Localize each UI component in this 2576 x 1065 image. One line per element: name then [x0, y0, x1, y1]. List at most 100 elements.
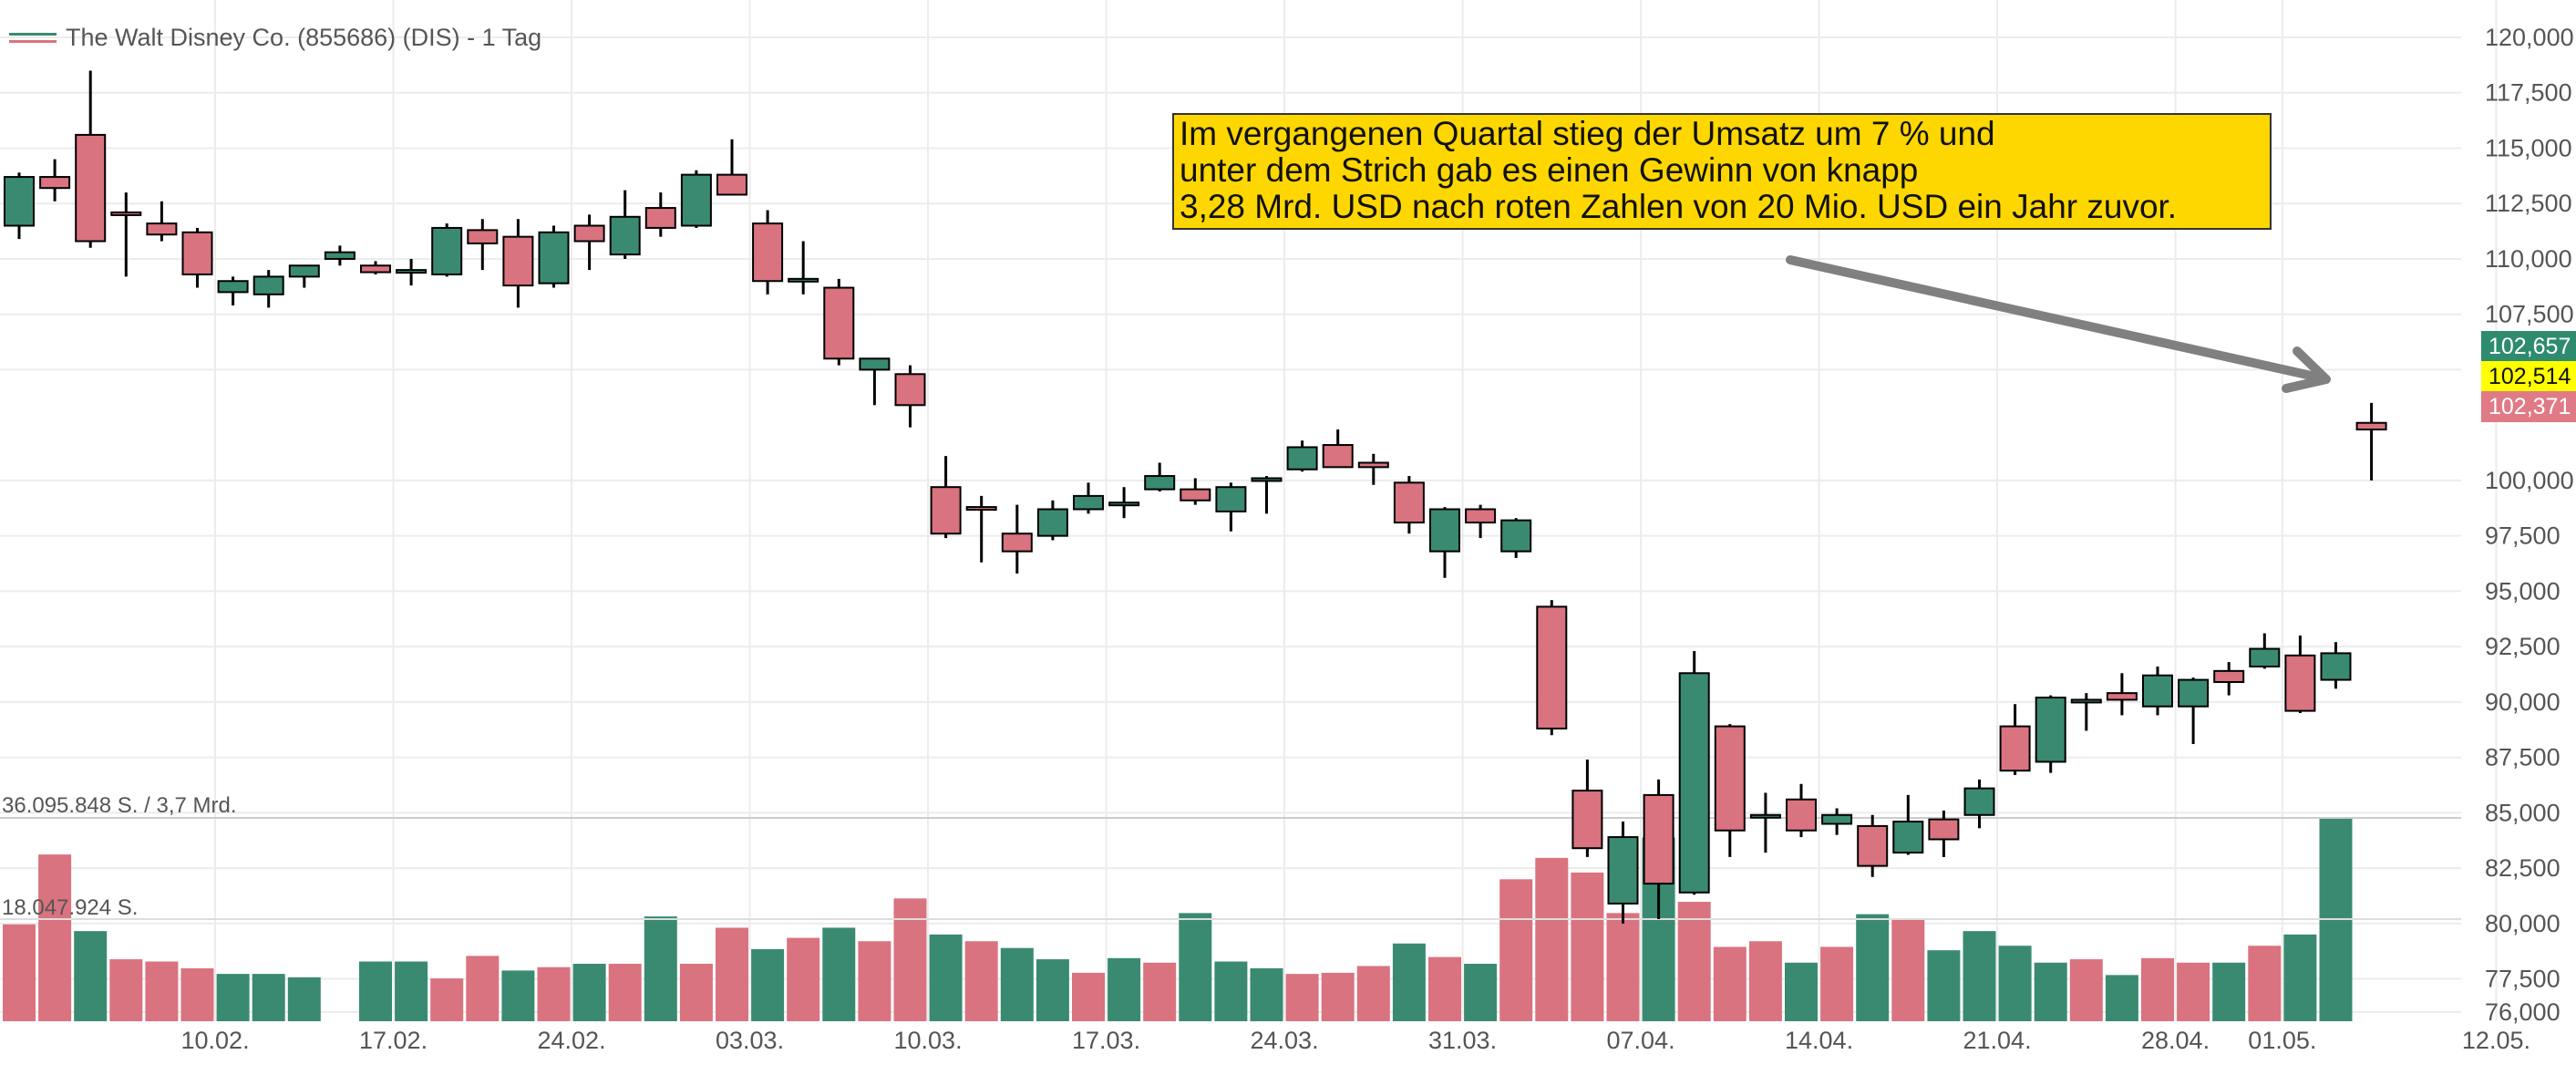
volume-bar [1321, 972, 1355, 1021]
candle-up [1286, 440, 1318, 472]
candle-down [467, 219, 499, 271]
candle-down [2284, 635, 2316, 714]
candle-body [1571, 790, 1603, 850]
volume-bar [1392, 943, 1426, 1021]
candle-body [1286, 446, 1318, 470]
candle-body [1465, 508, 1497, 524]
candle-body [1714, 725, 1746, 832]
price-tag-low: 102,371 [2481, 391, 2576, 422]
candle-down [1999, 704, 2031, 776]
y-tick-label: 110,000 [2485, 245, 2572, 273]
candle-down [2355, 402, 2387, 481]
volume-bar [1998, 946, 2032, 1021]
candle-up [2249, 633, 2281, 669]
candle-body [965, 506, 997, 512]
volume-bar [1214, 961, 1248, 1021]
candle-body [930, 486, 962, 535]
candle-down [1322, 429, 1354, 469]
volume-bar [2105, 975, 2138, 1021]
candle-down [1571, 760, 1603, 857]
chart-legend[interactable]: The Walt Disney Co. (855686) (DIS) - 1 T… [9, 24, 541, 52]
candle-body [788, 277, 819, 283]
candle-body [396, 269, 428, 274]
volume-bar [252, 974, 285, 1021]
y-tick-label: 97,500 [2485, 522, 2561, 550]
candle-body [1928, 818, 1960, 841]
candle-up [1429, 507, 1460, 578]
volume-bar [929, 934, 963, 1021]
candle-body [1821, 813, 1853, 825]
x-tick-label: 03.03. [716, 1027, 784, 1054]
volume-bar [893, 898, 927, 1021]
y-tick-label: 92,500 [2485, 633, 2561, 660]
candle-body [4, 176, 35, 227]
volume-bar [1927, 950, 1961, 1021]
volume-bar [1143, 962, 1177, 1021]
candle-down [1786, 783, 1817, 838]
candle-up [1821, 808, 1853, 835]
volume-bar [1606, 913, 1640, 1021]
candle-body [1892, 821, 1924, 854]
candle-up [609, 190, 641, 259]
volume-bar [1856, 914, 1890, 1021]
volume-bar [716, 927, 748, 1021]
candle-up [2142, 666, 2173, 716]
candle-body [467, 229, 499, 244]
y-tick-label: 87,500 [2485, 744, 2561, 771]
x-tick-label: 17.03. [1072, 1027, 1140, 1054]
x-tick-label: 24.02. [538, 1027, 606, 1054]
x-tick-label: 24.03. [1251, 1027, 1319, 1054]
volume-bar [2248, 946, 2282, 1021]
y-tick-label: 95,000 [2485, 577, 2561, 605]
volume-bar [180, 967, 214, 1021]
candle-body [1036, 508, 1068, 537]
y-tick-label: 112,500 [2485, 190, 2572, 217]
volume-bar [1356, 966, 1390, 1021]
candle-body [1001, 532, 1033, 553]
candle-body [644, 207, 676, 229]
candle-up [1500, 518, 1532, 558]
candle-body [360, 264, 391, 274]
candle-up [1036, 500, 1068, 541]
x-tick-label: 07.04. [1607, 1027, 1675, 1054]
volume-bar [2141, 957, 2174, 1021]
annotation-line: Im vergangenen Quartal stieg der Umsatz … [1180, 115, 1995, 152]
candle-down [2213, 662, 2245, 696]
volume-bar [1464, 963, 1498, 1021]
candle-body [502, 235, 534, 287]
volume-bar [3, 924, 36, 1021]
candle-body [1536, 605, 1568, 730]
y-tick-label: 90,000 [2485, 688, 2561, 716]
price-tag-last: 102,514 [2481, 361, 2576, 392]
candle-body [2070, 698, 2102, 704]
volume-bar [1428, 956, 1461, 1021]
candle-down [1536, 600, 1568, 736]
price-tag-high: 102,657 [2481, 331, 2576, 362]
candle-body [2035, 697, 2066, 763]
candle-body [324, 251, 355, 260]
candle-up [1073, 482, 1104, 514]
candle-up [680, 170, 712, 228]
candle-up [4, 172, 35, 240]
candle-up [2320, 642, 2352, 689]
candle-up [396, 258, 428, 286]
candle-up [1749, 792, 1781, 853]
candle-body [859, 357, 891, 371]
volume-bar [964, 941, 998, 1021]
y-tick-label: 82,500 [2485, 854, 2561, 882]
candle-up [431, 223, 463, 277]
candle-down [1180, 478, 1211, 505]
annotation-arrow [1786, 255, 2331, 393]
candle-body [146, 222, 178, 236]
volume-bar [216, 974, 250, 1021]
volume-bar [1891, 919, 1925, 1021]
candle-body [217, 280, 249, 294]
candle-body [2106, 692, 2138, 701]
y-tick-label: 85,000 [2485, 799, 2561, 826]
candle-body [1500, 519, 1532, 553]
volume-bar [1036, 959, 1069, 1021]
candle-up [2178, 677, 2210, 745]
y-tick-label: 115,000 [2485, 134, 2572, 161]
volume-max-label: 36.095.848 S. / 3,7 Mrd. [2, 793, 237, 818]
